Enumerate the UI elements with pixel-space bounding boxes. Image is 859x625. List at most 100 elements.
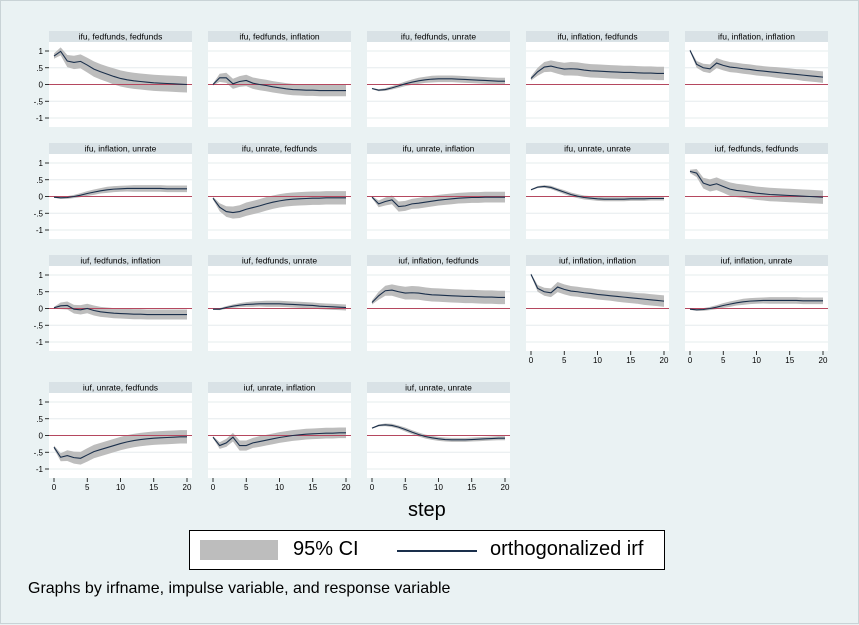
- x-tick-label: 15: [308, 483, 317, 492]
- irf-line: [530, 65, 664, 79]
- panel-title: iuf, inflation, unrate: [721, 256, 793, 266]
- ci-band: [54, 47, 187, 93]
- panel-header: [367, 255, 510, 266]
- panel-header: [49, 143, 192, 154]
- x-tick-label: 15: [626, 356, 635, 365]
- ci-band: [372, 423, 505, 442]
- y-tick-label: -.5: [34, 448, 44, 457]
- panel-title: ifu, unrate, inflation: [403, 144, 475, 154]
- irf-line: [371, 78, 505, 91]
- panel-title: ifu, inflation, inflation: [718, 32, 795, 42]
- irf-panel: ifu, unrate, fedfunds: [208, 143, 351, 239]
- irf-panel: ifu, fedfunds, unrate: [367, 31, 510, 127]
- panel-title: ifu, unrate, unrate: [564, 144, 631, 154]
- panel-header: [367, 31, 510, 42]
- y-tick-label: .5: [36, 288, 43, 297]
- legend-ci-swatch: [200, 540, 278, 560]
- x-tick-label: 20: [819, 356, 828, 365]
- x-tick-label: 10: [275, 483, 284, 492]
- y-tick-label: -.5: [34, 209, 44, 218]
- irf-panel: ifu, fedfunds, fedfunds 1 .5 0 -.5 -1: [34, 31, 192, 127]
- x-tick-label: 0: [688, 356, 693, 365]
- ci-band: [54, 430, 187, 465]
- graph-note: Graphs by irfname, impulse variable, and…: [28, 580, 451, 597]
- panel-header: [208, 382, 351, 393]
- irf-panel: iuf, inflation, fedfunds: [367, 255, 510, 351]
- x-tick-label: 20: [183, 483, 192, 492]
- irf-line: [53, 187, 187, 199]
- x-tick-label: 0: [52, 483, 57, 492]
- ci-band: [372, 284, 505, 305]
- ci-band: [690, 49, 823, 83]
- irf-panel: ifu, unrate, inflation: [367, 143, 510, 239]
- irf-panel: iuf, fedfunds, unrate: [208, 255, 351, 351]
- y-tick-label: .5: [36, 176, 43, 185]
- irf-panel: iuf, fedfunds, fedfunds: [685, 143, 828, 239]
- legend-ci-label: 95% CI: [293, 538, 359, 560]
- x-tick-label: 5: [721, 356, 726, 365]
- x-axis-title: step: [408, 499, 446, 521]
- panel-header: [49, 255, 192, 266]
- panel-header: [367, 143, 510, 154]
- y-tick-label: 0: [39, 432, 44, 441]
- panel-header: [526, 143, 669, 154]
- panel-header: [685, 31, 828, 42]
- irf-line: [53, 50, 188, 86]
- x-tick-label: 0: [370, 483, 375, 492]
- x-tick-label: 5: [85, 483, 90, 492]
- panel-header: [685, 143, 828, 154]
- irf-line: [530, 185, 664, 200]
- irf-line: [689, 50, 824, 78]
- ci-band: [213, 427, 346, 451]
- panel-title: ifu, inflation, fedfunds: [557, 32, 637, 42]
- irf-line: [371, 289, 505, 303]
- legend-irf-label: orthogonalized irf: [490, 538, 644, 560]
- irf-line: [212, 432, 346, 447]
- irf-panel: iuf, unrate, unrate 0 5 10 15 20: [367, 382, 510, 492]
- irf-line: [53, 304, 187, 316]
- ci-band: [531, 273, 664, 307]
- x-tick-label: 10: [752, 356, 761, 365]
- x-tick-label: 15: [785, 356, 794, 365]
- y-tick-label: 0: [39, 305, 44, 314]
- panel-title: ifu, inflation, unrate: [85, 144, 157, 154]
- irf-panel: iuf, unrate, inflation 0 5 10 15 20: [208, 382, 351, 492]
- panel-header: [49, 31, 192, 42]
- panel-title: iuf, fedfunds, inflation: [80, 256, 161, 266]
- x-tick-label: 20: [342, 483, 351, 492]
- irf-line: [213, 303, 347, 310]
- x-tick-label: 5: [562, 356, 567, 365]
- y-tick-label: .5: [36, 415, 43, 424]
- legend-irf-line: [397, 550, 477, 552]
- panel-header: [208, 255, 351, 266]
- panel-header: [685, 255, 828, 266]
- x-tick-label: 10: [593, 356, 602, 365]
- irf-line: [371, 424, 505, 441]
- panel-title: ifu, fedfunds, inflation: [239, 32, 320, 42]
- panel-title: ifu, fedfunds, fedfunds: [79, 32, 163, 42]
- panel-title: iuf, inflation, inflation: [559, 256, 636, 266]
- irf-panel: ifu, unrate, unrate: [526, 143, 669, 239]
- x-tick-label: 20: [501, 483, 510, 492]
- panel-title: ifu, fedfunds, unrate: [401, 32, 476, 42]
- x-tick-label: 10: [116, 483, 125, 492]
- irf-line: [212, 77, 346, 92]
- irf-line: [689, 299, 823, 311]
- x-tick-label: 5: [403, 483, 408, 492]
- y-tick-label: .5: [36, 64, 43, 73]
- y-tick-label: 1: [39, 271, 44, 280]
- panel-header: [208, 31, 351, 42]
- panel-title: iuf, fedfunds, unrate: [242, 256, 317, 266]
- irf-panel: ifu, fedfunds, inflation: [208, 31, 351, 127]
- ci-band: [531, 60, 664, 81]
- x-tick-label: 0: [211, 483, 216, 492]
- y-tick-label: 0: [39, 81, 44, 90]
- panel-title: iuf, unrate, unrate: [405, 383, 472, 393]
- irf-panel: iuf, inflation, unrate 0 5 10 15 20: [685, 255, 828, 365]
- y-tick-label: -1: [36, 226, 44, 235]
- irf-line: [53, 436, 187, 459]
- irf-panel: iuf, unrate, fedfunds 1 .5 0 -.5 -1 0 5 10 15 20: [34, 382, 192, 492]
- legend: 95% CI orthogonalized irf: [189, 530, 665, 570]
- irf-panel: ifu, inflation, inflation: [685, 31, 828, 127]
